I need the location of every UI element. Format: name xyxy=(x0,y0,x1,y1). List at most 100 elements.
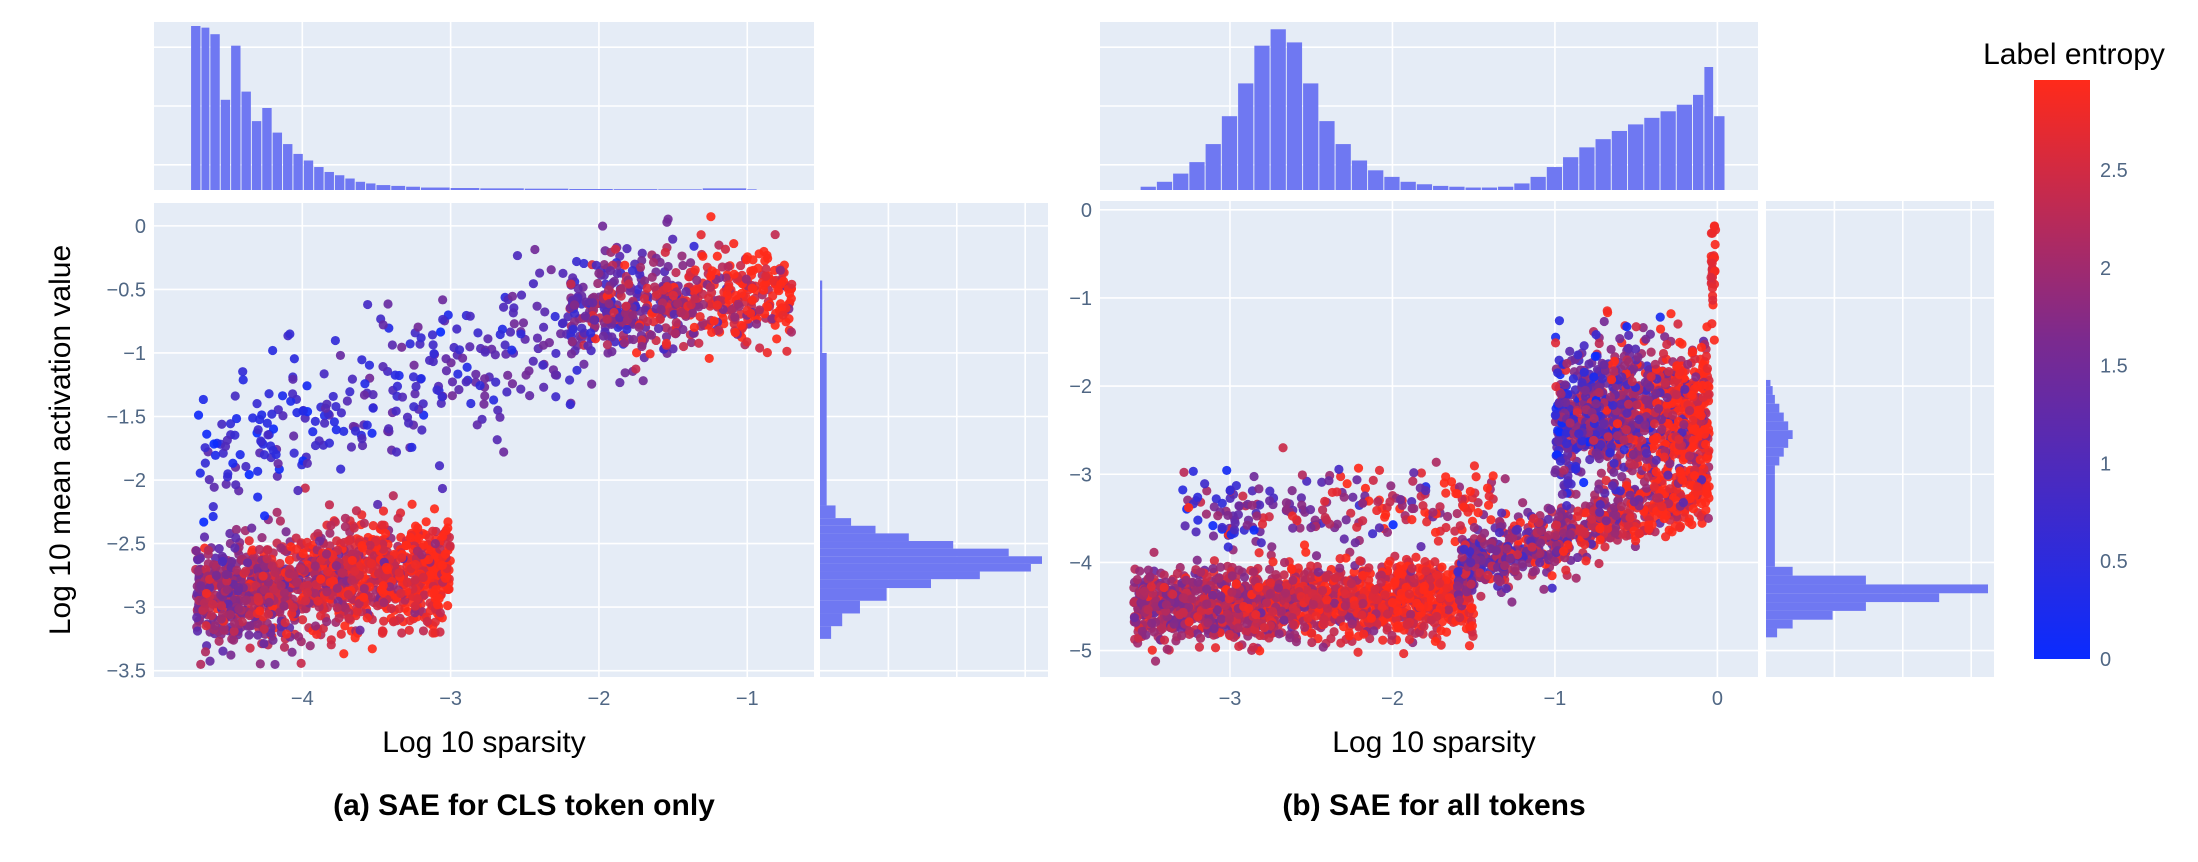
scatter-point xyxy=(428,526,438,536)
scatter-point xyxy=(1346,578,1356,589)
scatter-point xyxy=(1129,612,1140,623)
scatter-point xyxy=(1340,589,1350,599)
scatter-point xyxy=(642,316,653,327)
scatter-point xyxy=(1322,595,1332,605)
scatter-point xyxy=(202,429,212,439)
scatter-point xyxy=(350,633,360,643)
scatter-point xyxy=(359,592,369,603)
scatter-point xyxy=(440,573,451,583)
scatter-point xyxy=(1601,516,1611,526)
scatter-point xyxy=(441,354,451,364)
scatter-point xyxy=(1603,523,1613,534)
scatter-point xyxy=(638,376,648,386)
scatter-point xyxy=(1374,465,1385,475)
scatter-point xyxy=(272,507,282,517)
scatter-point xyxy=(602,340,613,350)
scatter-point xyxy=(302,537,312,547)
scatter-point xyxy=(720,244,731,254)
scatter-point xyxy=(231,480,241,490)
histogram-bar xyxy=(658,189,702,190)
scatter-point xyxy=(1409,503,1419,514)
scatter-point xyxy=(1581,508,1591,518)
scatter-point xyxy=(300,483,310,493)
scatter-point xyxy=(355,625,365,635)
scatter-point xyxy=(350,566,360,576)
scatter-point xyxy=(397,553,407,563)
scatter-point xyxy=(1435,593,1445,603)
scatter-point xyxy=(663,261,673,272)
scatter-point xyxy=(628,310,638,320)
scatter-point xyxy=(689,241,699,251)
scatter-point xyxy=(692,275,702,285)
scatter-point xyxy=(335,350,346,361)
histogram-bar xyxy=(1766,403,1780,413)
y-tick-label: −1 xyxy=(123,343,146,365)
scatter-point xyxy=(199,598,210,608)
scatter-point xyxy=(1443,605,1454,615)
scatter-point xyxy=(688,308,698,318)
scatter-point xyxy=(1194,642,1205,652)
scatter-point xyxy=(404,625,414,635)
scatter-point xyxy=(276,580,286,591)
scatter-point xyxy=(1262,598,1272,608)
scatter-point xyxy=(203,545,214,555)
scatter-point xyxy=(367,428,377,438)
scatter-point xyxy=(264,389,274,399)
panel-a-scatter-points xyxy=(191,212,797,670)
scatter-point xyxy=(222,584,232,595)
scatter-point xyxy=(1255,500,1265,510)
scatter-point xyxy=(1322,603,1333,613)
scatter-point xyxy=(730,328,740,338)
scatter-point xyxy=(1462,587,1472,597)
scatter-point xyxy=(214,636,224,646)
scatter-point xyxy=(1450,536,1460,547)
scatter-point xyxy=(204,574,215,584)
scatter-point xyxy=(441,366,452,376)
scatter-point xyxy=(430,539,440,549)
scatter-point xyxy=(627,266,638,276)
scatter-point xyxy=(1396,561,1406,571)
scatter-point xyxy=(418,626,429,636)
scatter-point xyxy=(678,324,688,335)
scatter-point xyxy=(1535,548,1545,558)
scatter-point xyxy=(1265,496,1275,506)
scatter-point xyxy=(1435,502,1445,512)
scatter-point xyxy=(1255,630,1265,641)
scatter-point xyxy=(624,279,634,289)
scatter-point xyxy=(1353,647,1363,657)
scatter-point xyxy=(230,543,240,553)
scatter-point xyxy=(241,595,252,605)
scatter-point xyxy=(755,343,765,353)
scatter-point xyxy=(195,468,205,478)
scatter-point xyxy=(201,621,211,631)
scatter-point xyxy=(259,511,270,521)
y-tick-label: −0.5 xyxy=(107,279,146,301)
scatter-point xyxy=(1393,606,1403,616)
scatter-point xyxy=(1254,484,1264,494)
scatter-point xyxy=(1336,638,1346,648)
scatter-point xyxy=(1233,623,1243,633)
scatter-point xyxy=(1276,606,1287,616)
histogram-bar xyxy=(820,613,843,627)
scatter-point xyxy=(1373,497,1383,507)
histogram-bar xyxy=(345,178,355,190)
scatter-point xyxy=(1313,567,1324,577)
scatter-point xyxy=(310,561,320,571)
scatter-point xyxy=(403,418,414,428)
scatter-point xyxy=(1214,573,1224,583)
scatter-point xyxy=(607,332,617,342)
scatter-point xyxy=(1169,619,1179,629)
histogram-bar xyxy=(1254,45,1270,191)
scatter-point xyxy=(1359,629,1369,639)
scatter-point xyxy=(1159,635,1170,645)
scatter-point xyxy=(1238,491,1248,501)
scatter-point xyxy=(681,286,691,297)
scatter-point xyxy=(1482,483,1493,493)
scatter-point xyxy=(262,418,272,428)
scatter-point xyxy=(438,531,448,541)
scatter-point xyxy=(646,330,657,340)
histogram-bar xyxy=(1465,187,1481,190)
scatter-point xyxy=(270,659,280,670)
panel-b: −3 −2 −1 0 0−1−2−3−4−5 Log 10 sparsity (b) … xyxy=(1069,22,1994,822)
scatter-point xyxy=(1332,487,1342,497)
